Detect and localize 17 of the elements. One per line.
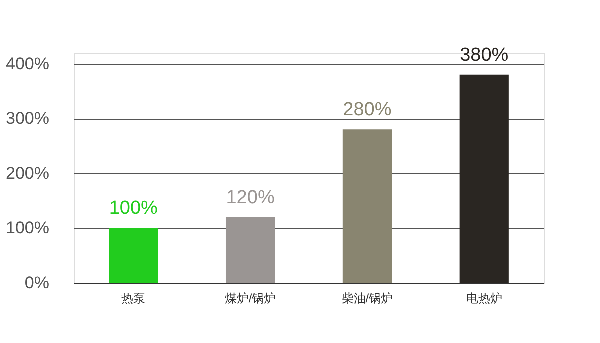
bar — [109, 228, 158, 283]
x-tick-label: 电热炉 — [466, 292, 502, 306]
data-label: 120% — [226, 187, 275, 208]
data-label: 380% — [460, 44, 509, 66]
data-label: 100% — [109, 198, 158, 220]
x-tick-label: 煤炉/锅炉 — [224, 292, 276, 306]
y-tick-label: 200% — [6, 164, 50, 183]
data-label: 280% — [343, 100, 392, 121]
y-tick-label: 400% — [6, 54, 50, 74]
y-tick-label: 100% — [6, 218, 50, 238]
y-tick-label: 0% — [24, 274, 50, 292]
bar — [342, 130, 392, 283]
x-tick-label: 柴油/锅炉 — [342, 292, 394, 306]
x-tick-label: 热泵 — [122, 292, 146, 306]
bar — [460, 74, 509, 283]
bar — [226, 217, 276, 283]
y-tick-label: 300% — [6, 109, 50, 128]
